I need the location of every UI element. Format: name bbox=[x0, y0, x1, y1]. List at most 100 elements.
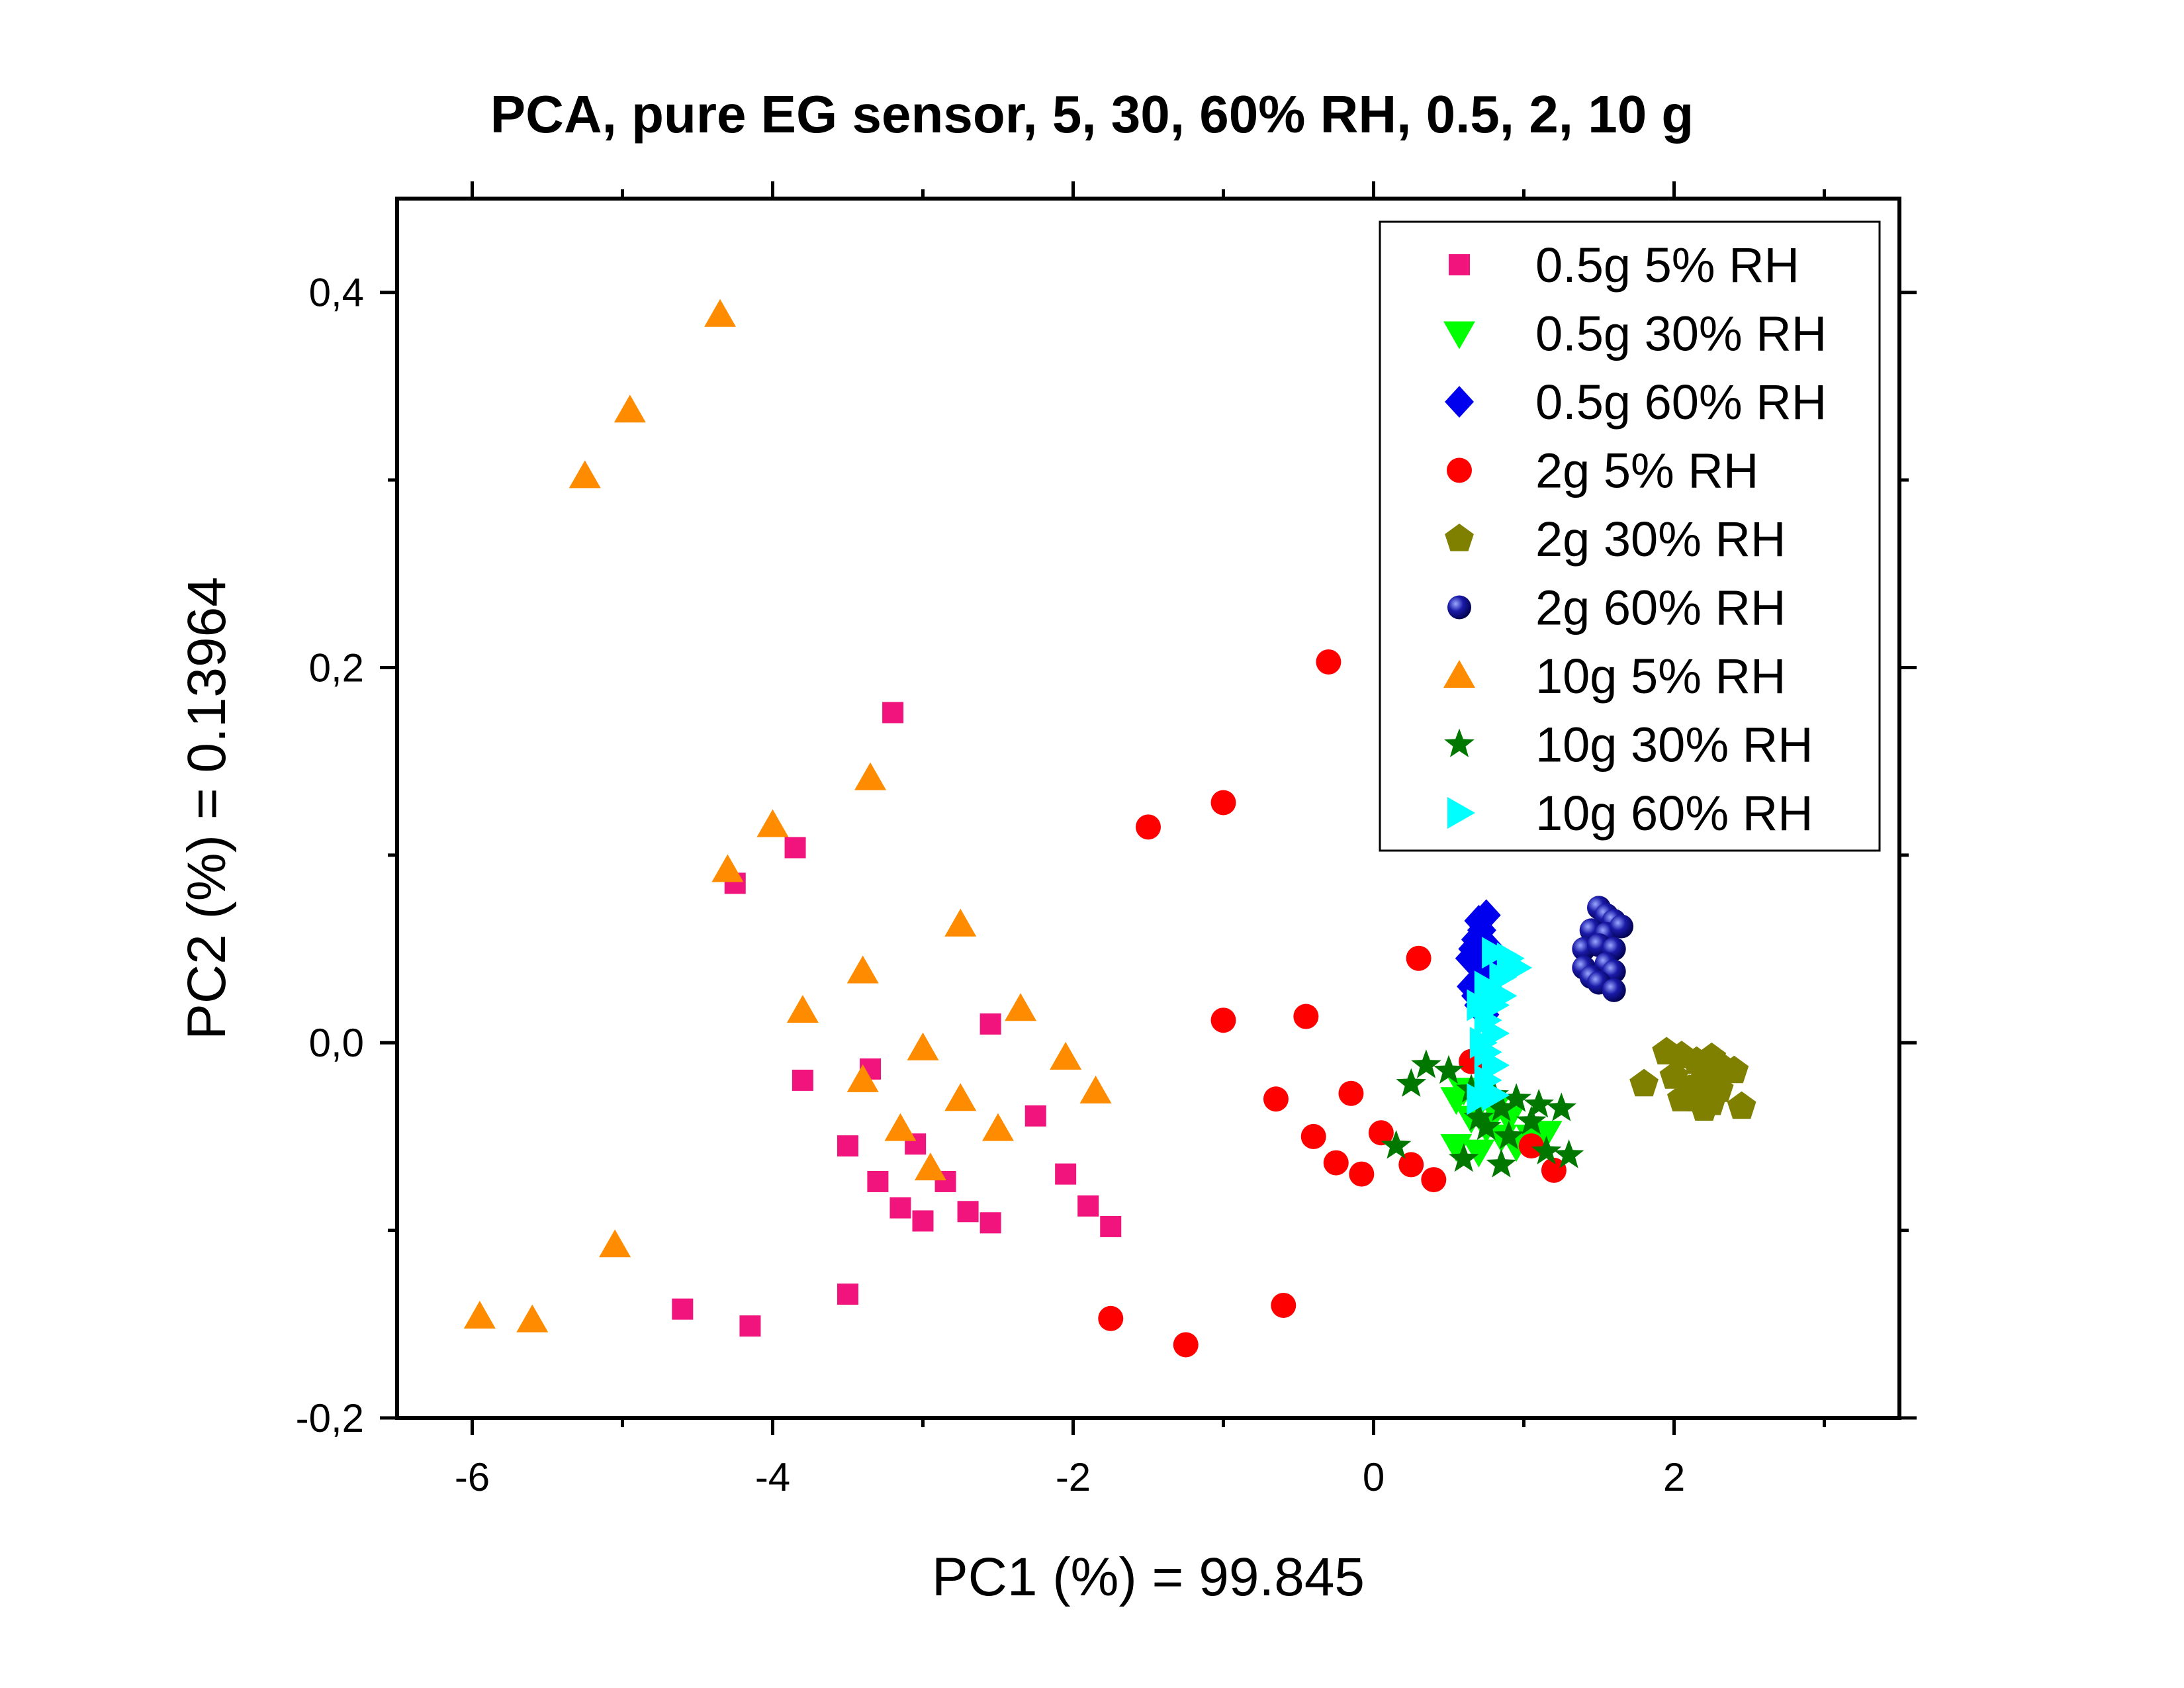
data-point bbox=[1690, 1093, 1719, 1121]
data-point bbox=[463, 1300, 496, 1329]
legend-marker bbox=[1443, 321, 1475, 350]
legend-label: 10g 5% RH bbox=[1535, 649, 1786, 704]
y-tick-label: 0,0 bbox=[309, 1021, 364, 1065]
data-point bbox=[756, 809, 789, 837]
data-point bbox=[599, 1229, 631, 1258]
data-point bbox=[1055, 1163, 1077, 1185]
data-point bbox=[846, 1064, 879, 1092]
data-point bbox=[1448, 1143, 1479, 1172]
y-axis-label: PC2 (%) = 0.13964 bbox=[177, 577, 237, 1040]
data-point bbox=[907, 1032, 939, 1060]
x-tick-label: -4 bbox=[755, 1455, 790, 1499]
legend-marker bbox=[1444, 728, 1475, 757]
data-point bbox=[1467, 989, 1495, 1021]
data-point bbox=[979, 1212, 1001, 1234]
data-point bbox=[1482, 937, 1510, 969]
series-8 bbox=[1467, 937, 1533, 1115]
data-point bbox=[1100, 1215, 1122, 1237]
series-3 bbox=[1098, 649, 1567, 1358]
data-point bbox=[1098, 1305, 1124, 1331]
legend: 0.5g 5% RH 0.5g 30% RH 0.5g 60% RH 2g 5% RH… bbox=[1379, 220, 1881, 852]
data-point bbox=[1421, 1167, 1447, 1193]
data-point bbox=[1541, 1157, 1567, 1183]
data-point bbox=[1210, 1008, 1236, 1033]
x-tick-label: -6 bbox=[455, 1455, 490, 1499]
data-point bbox=[1546, 1092, 1577, 1121]
data-point bbox=[1553, 1139, 1584, 1168]
data-point bbox=[1524, 1088, 1554, 1118]
data-point bbox=[1381, 1130, 1412, 1159]
legend-marker bbox=[1445, 386, 1474, 418]
data-point bbox=[882, 702, 904, 724]
data-point bbox=[854, 762, 887, 790]
series-0 bbox=[672, 702, 1122, 1337]
data-point bbox=[1474, 1064, 1502, 1096]
legend-marker bbox=[1447, 595, 1471, 620]
data-point bbox=[957, 1201, 979, 1223]
x-tick-label: 2 bbox=[1663, 1455, 1685, 1499]
data-point bbox=[1667, 1084, 1696, 1111]
legend-marker bbox=[1445, 524, 1474, 551]
legend-label: 2g 30% RH bbox=[1535, 512, 1786, 567]
data-point bbox=[867, 1170, 889, 1192]
data-point bbox=[614, 395, 646, 423]
x-axis-label: PC1 (%) = 99.845 bbox=[932, 1547, 1365, 1607]
data-point bbox=[1531, 1135, 1562, 1164]
data-point bbox=[912, 1210, 934, 1232]
chart-title: PCA, pure EG sensor, 5, 30, 60% RH, 0.5,… bbox=[490, 85, 1694, 144]
legend-marker bbox=[1449, 254, 1470, 275]
data-point bbox=[1323, 1150, 1349, 1176]
data-point bbox=[1173, 1332, 1199, 1358]
legend-label: 10g 60% RH bbox=[1535, 786, 1813, 841]
data-point bbox=[1406, 945, 1432, 971]
data-point bbox=[1411, 1049, 1441, 1078]
data-point bbox=[1518, 1133, 1544, 1159]
data-point bbox=[1602, 978, 1626, 1002]
x-tick-label: -2 bbox=[1056, 1455, 1091, 1499]
data-point bbox=[1486, 1092, 1517, 1121]
data-point bbox=[1467, 1083, 1495, 1115]
series-6 bbox=[463, 299, 1112, 1333]
data-point bbox=[1396, 1068, 1427, 1097]
data-point bbox=[1516, 1105, 1547, 1135]
data-point bbox=[884, 1113, 917, 1141]
legend-label: 0.5g 60% RH bbox=[1535, 375, 1827, 430]
data-point bbox=[711, 854, 744, 882]
data-point bbox=[792, 1069, 813, 1091]
data-point bbox=[786, 995, 819, 1023]
legend-label: 0.5g 30% RH bbox=[1535, 306, 1827, 361]
data-point bbox=[1629, 1068, 1659, 1097]
y-tick-label: -0,2 bbox=[296, 1396, 364, 1440]
data-point bbox=[889, 1197, 911, 1219]
legend-marker bbox=[1447, 797, 1475, 829]
data-point bbox=[1050, 1041, 1082, 1070]
data-point bbox=[1024, 1105, 1046, 1127]
data-point bbox=[979, 1013, 1001, 1035]
series-4 bbox=[1629, 1037, 1756, 1121]
data-point bbox=[914, 1152, 946, 1181]
data-point bbox=[1719, 1055, 1749, 1084]
data-point bbox=[672, 1298, 694, 1320]
data-point bbox=[1263, 1086, 1289, 1112]
data-point bbox=[1501, 1083, 1531, 1112]
data-points bbox=[463, 299, 1756, 1358]
data-point bbox=[1398, 1152, 1424, 1178]
data-point bbox=[1727, 1091, 1756, 1119]
data-point bbox=[837, 1283, 858, 1305]
data-point bbox=[1316, 649, 1342, 675]
data-point bbox=[1300, 1123, 1326, 1149]
legend-label: 2g 60% RH bbox=[1535, 581, 1786, 635]
data-point bbox=[1005, 993, 1037, 1021]
data-point bbox=[1463, 1139, 1495, 1168]
data-point bbox=[1079, 1075, 1112, 1103]
data-point bbox=[1136, 814, 1161, 840]
data-point bbox=[1271, 1292, 1297, 1318]
data-point bbox=[1338, 1080, 1364, 1106]
data-point bbox=[1293, 1004, 1319, 1029]
x-tick-label: 0 bbox=[1363, 1455, 1385, 1499]
data-point bbox=[1482, 1079, 1510, 1111]
legend-marker bbox=[1443, 660, 1475, 688]
data-point bbox=[982, 1113, 1014, 1141]
data-point bbox=[944, 1083, 977, 1111]
